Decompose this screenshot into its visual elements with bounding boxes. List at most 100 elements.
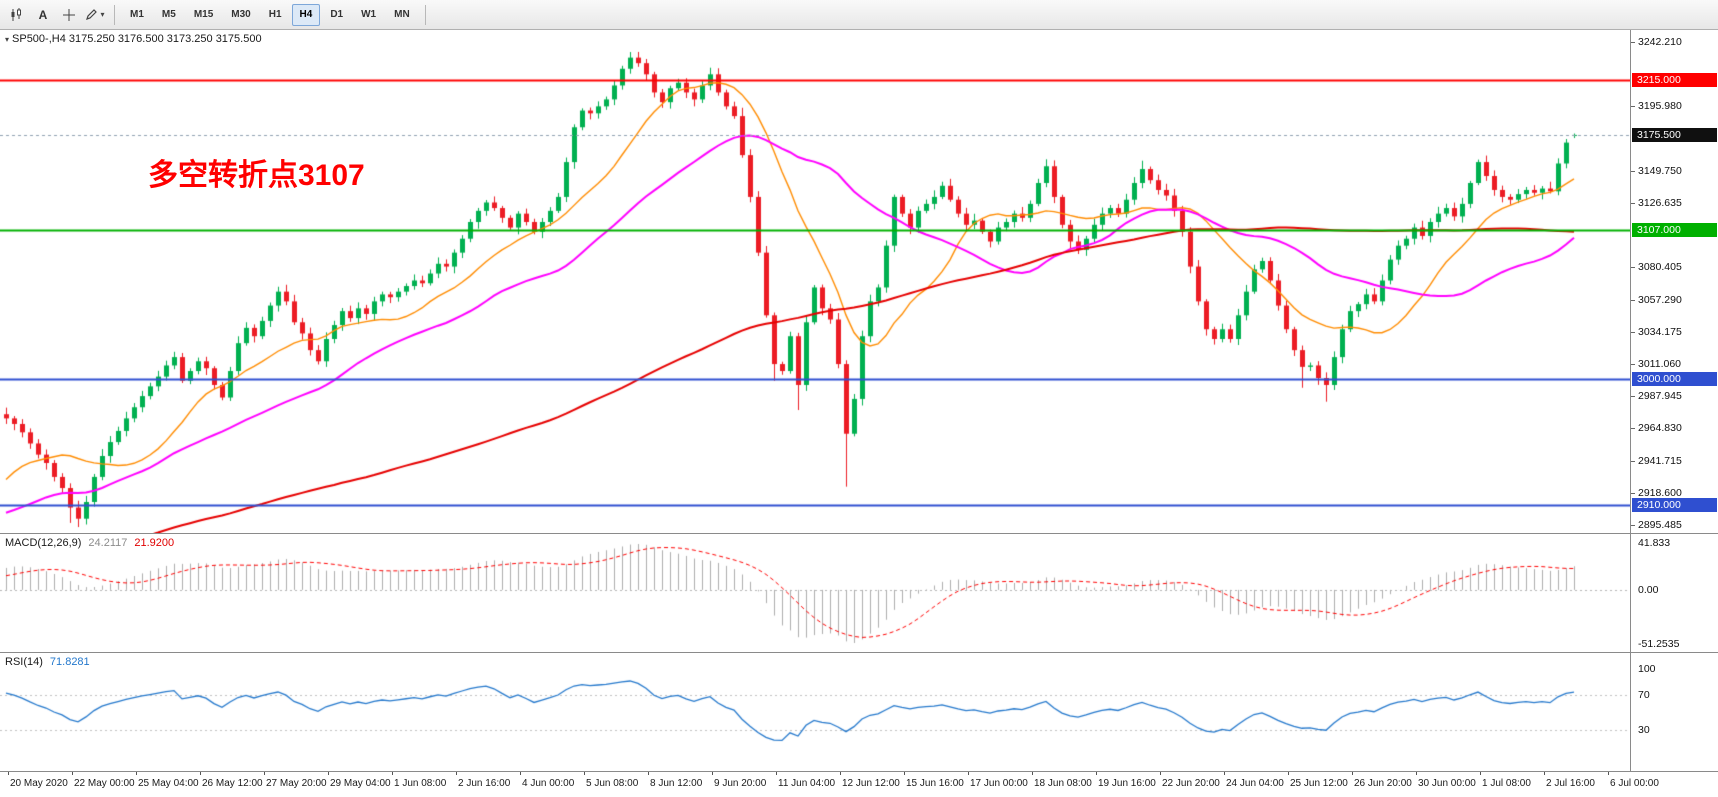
time-tick-mark <box>1608 772 1609 775</box>
time-tick-mark <box>1416 772 1417 775</box>
time-axis-label: 19 Jun 16:00 <box>1098 778 1156 789</box>
time-axis-label: 8 Jun 12:00 <box>650 778 703 789</box>
time-axis-label: 20 May 2020 <box>10 778 68 789</box>
price-tick-label: 2987.945 <box>1638 390 1682 402</box>
price-tick-mark <box>1631 428 1635 429</box>
time-tick-mark <box>328 772 329 775</box>
main-price-canvas[interactable] <box>0 30 1630 533</box>
price-level-badge: 3215.000 <box>1632 73 1717 87</box>
time-tick-mark <box>520 772 521 775</box>
time-axis-label: 2 Jul 16:00 <box>1546 778 1595 789</box>
timeframe-h4-button[interactable]: H4 <box>291 3 321 26</box>
macd-scale[interactable]: 41.833 0.00 -51.2535 <box>1630 534 1718 652</box>
price-tick-label: 3011.060 <box>1638 358 1682 370</box>
timeframe-m15-button[interactable]: M15 <box>193 9 214 20</box>
time-axis-label: 26 Jun 20:00 <box>1354 778 1412 789</box>
time-axis-label: 24 Jun 04:00 <box>1226 778 1284 789</box>
macd-axis-zero: 0.00 <box>1638 584 1659 596</box>
price-tick-mark <box>1631 300 1635 301</box>
time-tick-mark <box>904 772 905 775</box>
rsi-indicator-label: RSI(14) 71.8281 <box>5 656 90 668</box>
time-axis-label: 4 Jun 00:00 <box>522 778 575 789</box>
price-tick-mark <box>1631 106 1635 107</box>
time-tick-mark <box>456 772 457 775</box>
chart-annotation-text[interactable]: 多空转折点3107 <box>148 159 365 192</box>
time-axis-label: 1 Jun 08:00 <box>394 778 447 789</box>
rsi-name: RSI(14) <box>5 656 43 668</box>
rsi-canvas[interactable] <box>0 653 1630 772</box>
time-tick-mark <box>584 772 585 775</box>
price-tick-label: 3126.635 <box>1638 197 1682 209</box>
time-tick-mark <box>712 772 713 775</box>
rsi-axis-label: 100 <box>1638 663 1656 675</box>
price-tick-mark <box>1631 267 1635 268</box>
timeframe-h1-button[interactable]: H1 <box>268 9 282 20</box>
price-tick-mark <box>1631 364 1635 365</box>
time-axis-label: 25 Jun 12:00 <box>1290 778 1348 789</box>
time-axis-label: 27 May 20:00 <box>266 778 327 789</box>
rsi-axis-label: 70 <box>1638 689 1650 701</box>
toolbar-separator <box>114 4 115 25</box>
timeframe-group: M1 M5 M15 M30 H1 H4 D1 W1 MN <box>121 3 419 26</box>
time-axis-label: 9 Jun 20:00 <box>714 778 767 789</box>
time-tick-mark <box>136 772 137 775</box>
price-tick-label: 2895.485 <box>1638 519 1682 531</box>
price-tick-mark <box>1631 525 1635 526</box>
time-tick-mark <box>1096 772 1097 775</box>
price-tick-label: 3034.175 <box>1638 326 1682 338</box>
cursor-button[interactable]: A <box>31 3 55 27</box>
toolbar-separator <box>424 4 426 25</box>
chart-window: ▾ SP500-,H4 3175.250 3176.500 3173.250 31… <box>0 30 1718 797</box>
time-axis-label: 22 May 00:00 <box>74 778 135 789</box>
time-axis-label: 6 Jul 00:00 <box>1610 778 1659 789</box>
price-level-badge: 3000.000 <box>1632 372 1717 386</box>
rsi-scale[interactable]: 100 70 30 <box>1630 653 1718 771</box>
time-tick-mark <box>264 772 265 775</box>
time-tick-mark <box>1160 772 1161 775</box>
time-tick-mark <box>1288 772 1289 775</box>
time-tick-mark <box>8 772 9 775</box>
price-tick-label: 3080.405 <box>1638 261 1682 273</box>
timeframe-m30-button[interactable]: M30 <box>231 9 251 20</box>
timeframe-mn-button[interactable]: MN <box>394 9 410 20</box>
time-axis-label: 15 Jun 16:00 <box>906 778 964 789</box>
price-tick-mark <box>1631 203 1635 204</box>
time-axis-label: 18 Jun 08:00 <box>1034 778 1092 789</box>
time-axis-label: 11 Jun 04:00 <box>778 778 836 789</box>
time-tick-mark <box>1544 772 1545 775</box>
crosshair-button[interactable] <box>57 3 81 27</box>
price-tick-mark <box>1631 396 1635 397</box>
time-axis-label: 26 May 12:00 <box>202 778 263 789</box>
price-tick-label: 2918.600 <box>1638 487 1682 499</box>
price-scale[interactable]: 3242.210 3195.980 3149.750 3126.635 3080.405… <box>1630 30 1718 533</box>
time-tick-mark <box>1352 772 1353 775</box>
price-level-badge: 2910.000 <box>1632 498 1717 512</box>
price-tick-label: 2964.830 <box>1638 422 1682 434</box>
timeframe-m5-button[interactable]: M5 <box>161 9 176 20</box>
macd-axis-min: -51.2535 <box>1638 638 1680 650</box>
draw-tools-button[interactable]: ▾ <box>83 3 107 27</box>
cursor-icon: A <box>38 7 48 22</box>
chevron-down-icon: ▾ <box>100 10 105 19</box>
macd-panel: MACD(12,26,9) 24.2117 21.9200 41.833 0.00 -5… <box>0 533 1718 653</box>
time-axis-label: 5 Jun 08:00 <box>586 778 639 789</box>
time-tick-mark <box>1480 772 1481 775</box>
macd-signal-value: 21.9200 <box>134 537 175 549</box>
candlestick-chart-icon <box>10 7 24 22</box>
macd-canvas[interactable] <box>0 534 1630 653</box>
macd-name: MACD(12,26,9) <box>5 537 82 549</box>
time-axis[interactable]: 20 May 2020 22 May 00:00 25 May 04:00 26 Ma… <box>0 771 1718 797</box>
timeframe-m1-button[interactable]: M1 <box>130 9 144 20</box>
time-axis-label: 29 May 04:00 <box>330 778 391 789</box>
time-tick-mark <box>1032 772 1033 775</box>
time-tick-mark <box>200 772 201 775</box>
time-tick-mark <box>648 772 649 775</box>
chart-type-button[interactable] <box>5 3 29 27</box>
time-axis-label: 22 Jun 20:00 <box>1162 778 1220 789</box>
timeframe-w1-button[interactable]: W1 <box>361 9 377 20</box>
timeframe-d1-button[interactable]: D1 <box>330 9 344 20</box>
price-tick-label: 2941.715 <box>1638 455 1682 467</box>
crosshair-icon <box>62 8 76 22</box>
time-axis-label: 25 May 04:00 <box>138 778 199 789</box>
price-tick-mark <box>1631 493 1635 494</box>
